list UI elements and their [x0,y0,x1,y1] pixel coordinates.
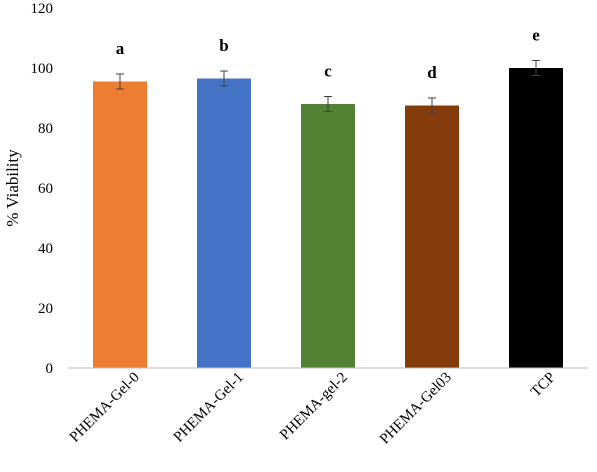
y-tick-label: 0 [46,361,54,377]
x-category-label: PHEMA-Gel-1 [171,370,247,446]
significance-label: d [427,63,437,82]
bar-3 [301,104,355,368]
x-category-label: PHEMA-gel-2 [277,370,351,444]
significance-label: c [324,62,332,81]
significance-label: a [116,39,125,58]
y-tick-label: 60 [38,181,53,197]
y-tick-label: 80 [38,121,53,137]
x-category-label: PHEMA-Gel03 [377,370,455,448]
y-tick-label: 20 [38,301,53,317]
y-tick-label: 100 [31,61,54,77]
bar-4 [405,105,459,368]
x-category-label: TCP [528,370,559,401]
bar-2 [197,78,251,368]
significance-label: e [532,26,540,45]
significance-label: b [219,36,228,55]
y-tick-label: 120 [31,1,54,17]
y-axis-title: % Viability [3,149,22,227]
y-tick-label: 40 [38,241,53,257]
bar-1 [93,81,147,368]
bar-5 [509,68,563,368]
x-category-label: PHEMA-Gel-0 [67,370,143,446]
